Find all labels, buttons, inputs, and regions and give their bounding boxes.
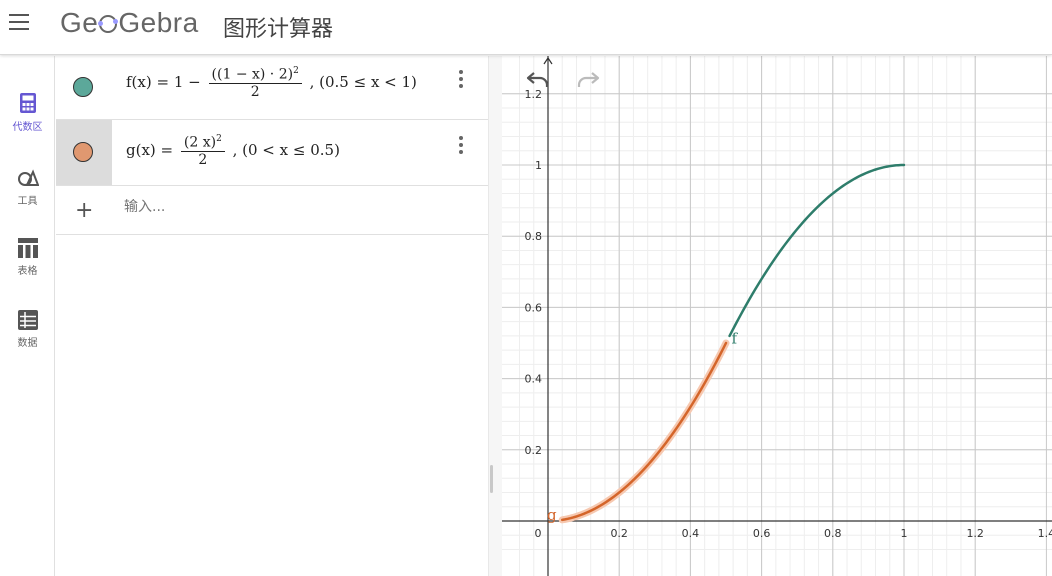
curve-f[interactable] [728,163,906,338]
domain-condition: , (0 < x ≤ 0.5) [232,140,340,159]
more-options-icon[interactable] [454,136,468,156]
y-tick-label: 1 [535,159,542,172]
sidebar-item-label: 代数区 [12,122,43,133]
resize-handle[interactable] [490,465,493,493]
exponent: 2 [293,66,299,76]
sidebar-item-tools[interactable]: 工具 [0,166,55,226]
fraction: ((1 − x) · 2)2 2 [208,66,302,100]
y-tick-label: 0.8 [525,230,543,243]
x-tick-label: 1.2 [966,527,984,540]
curve-f-label: f [732,329,739,347]
data-icon [17,310,38,330]
curve-g[interactable] [560,341,728,522]
redo-icon [577,72,600,87]
more-options-icon[interactable] [454,70,468,90]
y-tick-label: 0.4 [525,373,543,386]
plus-icon[interactable]: + [75,198,94,223]
geogebra-logo: Ge Gebra [60,7,199,38]
expression-g[interactable]: g(x) = (2 x)2 2 , (0 < x ≤ 0.5) [126,134,340,168]
sidebar-item-table[interactable]: 表格 [0,238,55,298]
sidebar-item-algebra[interactable]: 代数区 [0,92,55,152]
numerator: (2 x)2 [180,134,225,152]
exponent: 2 [216,134,222,144]
algebra-row-f[interactable]: f(x) = 1 − ((1 − x) · 2)2 2 , (0.5 ≤ x <… [56,56,488,120]
graphics-view[interactable]: 0 0.2 0.4 0.6 0.8 1 1.2 1.4 0.2 0.4 0.6 0.8 1 1.2 f g [502,56,1052,576]
sidebar-item-label: 数据 [17,338,38,349]
denominator: 2 [250,83,260,100]
table-icon [17,238,38,258]
numerator-text: (2 x) [183,134,217,151]
y-tick-label: 1.2 [525,88,543,101]
visibility-toggle-g[interactable] [73,142,93,162]
app-header: Ge Gebra 图形计算器 [0,0,1052,55]
panel-divider [488,56,502,576]
x-tick-label: 0.4 [682,527,700,540]
algebra-view: f(x) = 1 − ((1 − x) · 2)2 2 , (0.5 ≤ x <… [56,56,488,576]
sidebar: 代数区 工具 表格 数据 [0,56,55,576]
app-title: 图形计算器 [223,17,334,42]
y-tick-label: 0.2 [525,444,543,457]
function-name: f(x) [126,72,152,91]
numerator: ((1 − x) · 2)2 [208,66,302,84]
x-tick-label: 0.2 [610,527,628,540]
x-tick-label: 1 [901,527,908,540]
curve-g-highlight [558,339,730,524]
constant-term: 1 − [173,72,201,91]
sidebar-item-label: 工具 [17,196,38,207]
function-name: g(x) [126,140,156,159]
calculator-icon [19,93,36,113]
sidebar-item-label: 表格 [17,266,38,277]
y-tick-label: 0.6 [525,301,543,314]
denominator: 2 [198,151,208,168]
y-axis-arrow [543,56,553,65]
algebra-input-row[interactable]: + [56,186,488,235]
menu-icon[interactable] [9,14,29,30]
domain-condition: , (0.5 ≤ x < 1) [309,72,417,91]
x-tick-label: 0 [535,527,542,540]
equals-sign: = [156,72,170,91]
undo-icon[interactable] [526,70,550,90]
graph-canvas[interactable]: 0 0.2 0.4 0.6 0.8 1 1.2 1.4 0.2 0.4 0.6 0.8 1 1.2 f g [502,56,1052,576]
shapes-icon [17,169,39,186]
fraction: (2 x)2 2 [180,134,225,168]
algebra-input[interactable] [124,199,424,215]
numerator-text: ((1 − x) · 2) [211,66,294,83]
x-tick-label: 0.6 [753,527,771,540]
curve-g-label: g [547,506,557,524]
x-tick-label: 0.8 [824,527,842,540]
equals-sign: = [160,140,174,159]
x-tick-label: 1.4 [1038,527,1052,540]
sidebar-item-data[interactable]: 数据 [0,310,55,370]
expression-f[interactable]: f(x) = 1 − ((1 − x) · 2)2 2 , (0.5 ≤ x <… [126,66,417,100]
algebra-row-g[interactable]: g(x) = (2 x)2 2 , (0 < x ≤ 0.5) [56,120,488,186]
visibility-toggle-f[interactable] [73,77,93,97]
